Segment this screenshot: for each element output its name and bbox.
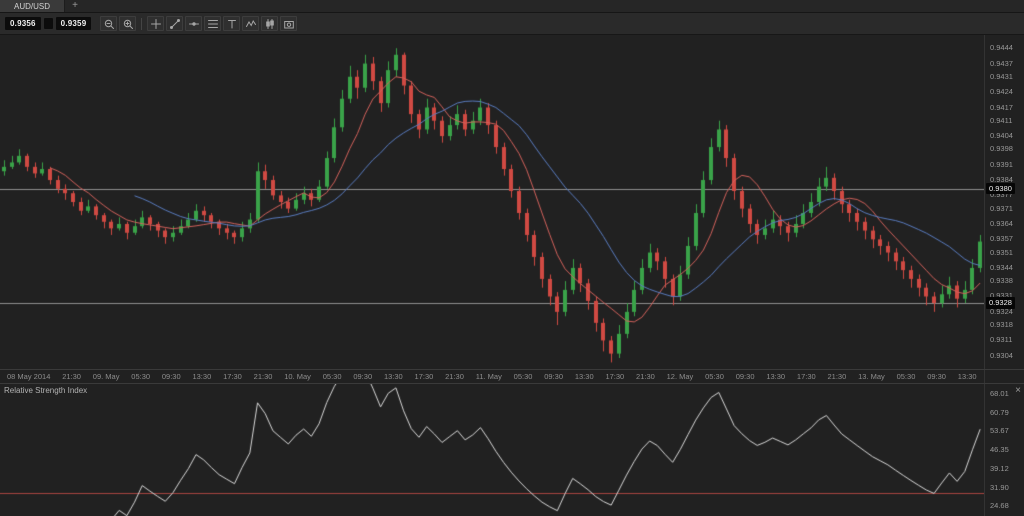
time-label: 08 May 2014 [7,371,51,381]
axis-corner [984,370,1024,383]
rsi-tick: 24.68 [990,501,1009,511]
time-label: 13:30 [383,371,403,381]
price-tick: 0.9437 [990,58,1013,68]
price-plot [0,35,984,369]
toolbar-icons [100,16,298,31]
spread-badge [43,18,53,29]
price-tick: 0.9377 [990,190,1013,200]
time-label: 09:30 [927,371,946,381]
time-label: 21:30 [827,371,847,381]
price-line-badge: 0.9380 [986,182,1015,195]
zoom-in-icon[interactable] [119,16,137,31]
price-tick: 0.9384 [990,175,1013,185]
time-label: 17:30 [796,371,816,381]
rsi-close-icon[interactable]: × [1015,385,1021,396]
price-tick: 0.9311 [990,335,1013,345]
time-label: 21:30 [445,371,464,381]
rsi-tick: 46.35 [990,445,1009,455]
horizontal-line-icon[interactable] [185,16,203,31]
time-label: 13:30 [957,371,977,381]
price-tick: 0.9398 [990,144,1013,154]
price-tick: 0.9411 [990,115,1013,125]
price-chart-panel: 0.9444 0.9437 0.9431 0.9424 0.9417 0.9411 0.94… [0,35,1024,370]
toolbar-separator [141,17,143,30]
time-label: 13. May [858,371,885,381]
time-label: 09:30 [544,371,564,381]
time-axis[interactable]: 08 May 2014 21:30 09. May 05:30 09:30 13:30 17… [0,370,984,383]
candlestick-style-icon[interactable] [261,16,279,31]
time-label: 12. May [666,371,694,381]
rsi-axis[interactable]: 68.01 60.79 53.67 46.35 39.12 31.90 24.68 [984,384,1024,516]
add-tab-button[interactable]: + [72,0,78,11]
rsi-tick: 60.79 [990,408,1009,417]
time-label: 05:30 [896,371,916,381]
price-tick: 0.9364 [990,218,1013,228]
time-label: 17:30 [605,371,625,381]
time-label: 05:30 [513,371,533,381]
trend-line-icon[interactable] [166,16,184,31]
time-label: 21:30 [62,371,81,381]
tab-bar: AUD/USD + [0,0,1024,13]
fibonacci-icon[interactable] [204,16,222,31]
time-label: 21:30 [636,371,655,381]
text-tool-icon[interactable] [223,16,241,31]
time-label: 17:30 [414,371,434,381]
price-tick: 0.9338 [990,276,1013,286]
time-label: 17:30 [223,371,242,381]
price-tick: 0.9357 [990,234,1013,244]
time-label: 13:30 [766,371,786,381]
time-label: 05:30 [131,371,151,381]
price-tick: 0.9344 [990,262,1013,272]
time-axis-row: 08 May 2014 21:30 09. May 05:30 09:30 13:30 17… [0,370,1024,384]
rsi-panel: 68.01 60.79 53.67 46.35 39.12 31.90 24.68 Rela… [0,384,1024,516]
time-label: 13:30 [574,371,594,381]
crosshair-icon[interactable] [147,16,165,31]
price-tick: 0.9444 [990,43,1013,53]
rsi-chart-canvas[interactable] [0,384,984,516]
zoom-out-icon[interactable] [100,16,118,31]
time-label: 21:30 [253,371,273,381]
time-label: 09:30 [161,371,181,381]
rsi-tick: 53.67 [990,426,1009,436]
time-label: 11. May [475,371,502,381]
ask-price-badge: 0.9359 [55,17,92,30]
price-tick: 0.9304 [990,350,1013,360]
bid-price-badge: 0.9356 [5,17,41,30]
time-label: 09:30 [735,371,755,381]
time-label: 09. May [92,371,120,381]
rsi-tick: 68.01 [990,389,1009,399]
price-tick: 0.9351 [990,247,1013,257]
time-label: 13:30 [192,371,212,381]
price-tick: 0.9417 [990,102,1013,112]
indicators-icon[interactable] [242,16,260,31]
price-tick: 0.9324 [990,306,1013,316]
snapshot-icon[interactable] [280,16,298,31]
rsi-tick: 39.12 [990,464,1009,474]
price-tick: 0.9424 [990,87,1013,97]
time-label: 10. May [284,371,311,381]
time-label: 05:30 [322,371,342,381]
rsi-plot [0,384,984,516]
price-tick: 0.9318 [990,320,1013,330]
price-tick: 0.9391 [990,159,1013,169]
toolbar: 0.9356 0.9359 [0,13,1024,35]
tab-label: AUD/USD [14,1,51,11]
rsi-tick: 31.90 [990,482,1009,492]
price-axis[interactable]: 0.9444 0.9437 0.9431 0.9424 0.9417 0.9411 0.94… [984,35,1024,369]
price-line-badge: 0.9328 [986,297,1015,309]
price-tick: 0.9331 [990,291,1013,301]
time-label: 05:30 [705,371,724,381]
tab-audusd[interactable]: AUD/USD [0,0,66,12]
price-tick: 0.9404 [990,131,1013,141]
price-tick: 0.9431 [990,71,1013,81]
time-label: 09:30 [353,371,373,381]
price-tick: 0.9371 [990,203,1013,213]
price-chart-canvas[interactable] [0,35,984,369]
